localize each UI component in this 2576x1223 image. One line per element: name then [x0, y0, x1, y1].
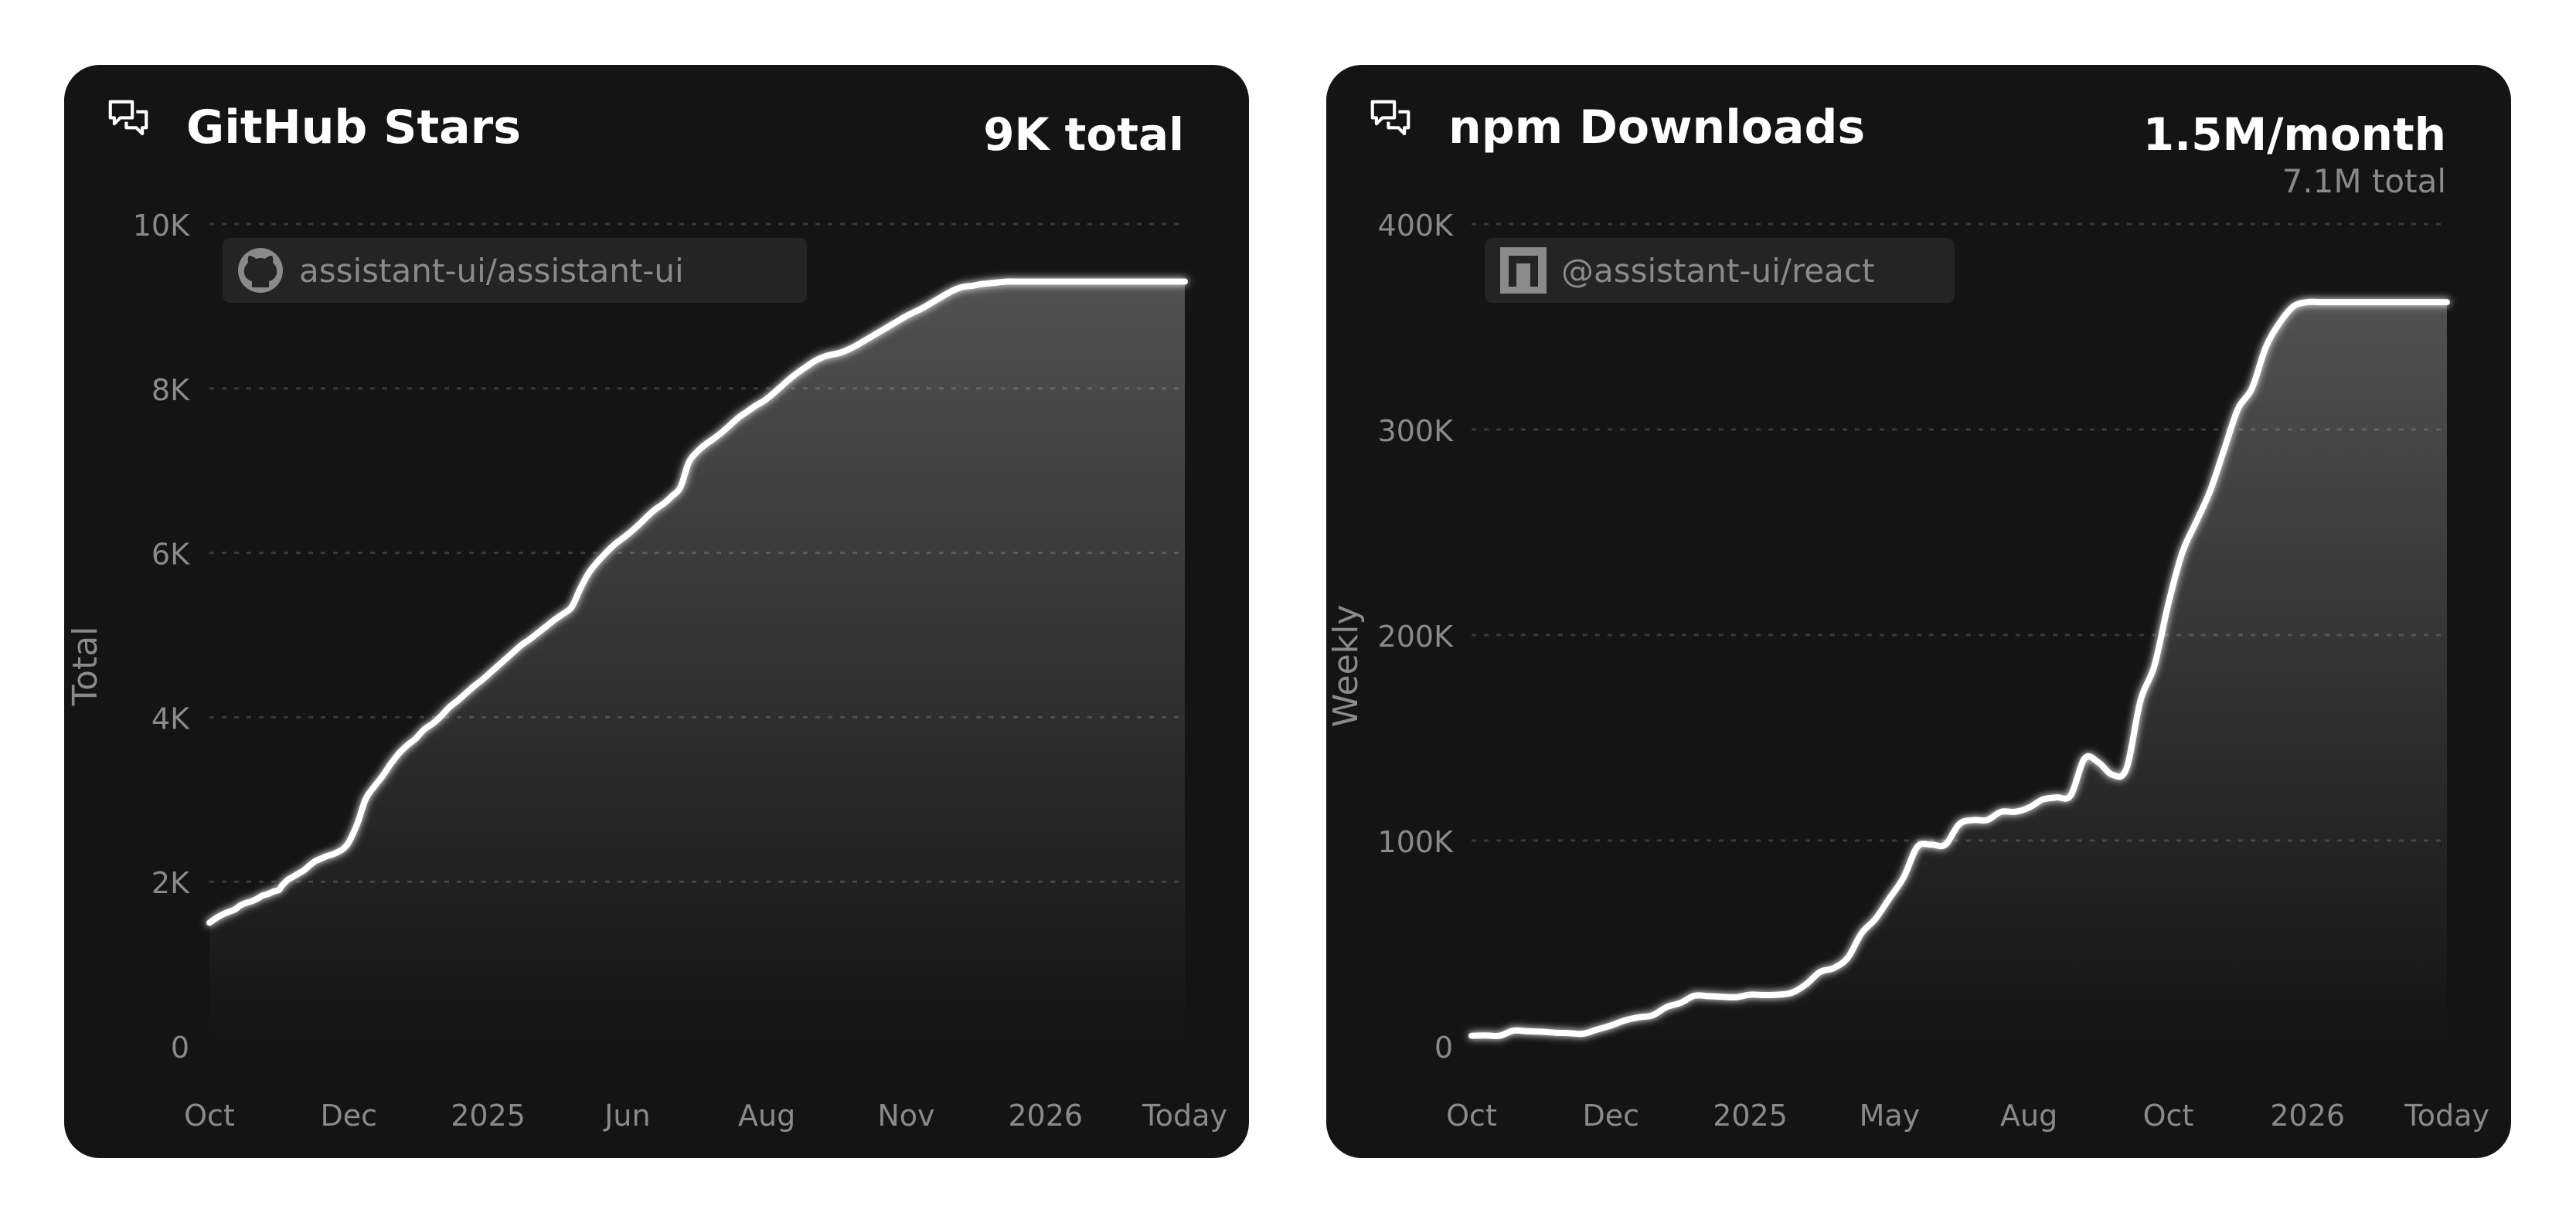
x-tick-label: 2025 — [1713, 1099, 1788, 1133]
card-title: GitHub Stars — [186, 100, 521, 155]
y-tick-label: 4K — [151, 702, 190, 735]
npm-downloads-card: npm Downloads 1.5M/month 7.1M total 0 100… — [1326, 65, 2511, 1158]
series-area — [1472, 301, 2447, 1046]
series-area — [209, 281, 1185, 1046]
monthly-stat: 1.5M/month — [2142, 108, 2446, 161]
github-icon — [238, 248, 283, 293]
x-tick-label: Oct — [2143, 1099, 2194, 1133]
x-tick-label: Oct — [184, 1099, 235, 1133]
legend-badge: assistant-ui/assistant-ui — [223, 238, 807, 303]
y-tick-label: 100K — [1378, 825, 1455, 859]
y-tick-label: 200K — [1378, 620, 1455, 654]
legend-label: assistant-ui/assistant-ui — [299, 252, 684, 290]
y-axis-label: Weekly — [1326, 605, 1366, 728]
x-tick-label: May — [1860, 1099, 1921, 1133]
npm-icon — [1500, 247, 1547, 294]
x-tick-label: Oct — [1446, 1099, 1497, 1133]
github-stars-card: GitHub Stars 9K total 0 2K 4K 6K 8K 10K Oct Dec… — [64, 65, 1249, 1158]
y-tick-label: 0 — [171, 1031, 189, 1065]
x-tick-label: Dec — [1583, 1099, 1640, 1133]
y-tick-label: 2K — [151, 866, 190, 900]
x-tick-label: Aug — [738, 1099, 795, 1133]
x-tick-label: Aug — [2000, 1099, 2057, 1133]
chat-bubbles-icon — [108, 100, 148, 136]
x-tick-label: Today — [1142, 1099, 1227, 1133]
y-tick-label: 300K — [1378, 414, 1455, 448]
series-line — [206, 278, 1188, 926]
legend-badge: @assistant-ui/react — [1485, 238, 1955, 303]
series-line — [1468, 298, 2450, 1040]
x-tick-label: Jun — [603, 1099, 650, 1133]
y-tick-label: 10K — [133, 209, 190, 243]
x-tick-label: 2025 — [451, 1099, 526, 1133]
x-tick-label: 2026 — [1008, 1099, 1083, 1133]
x-tick-label: Nov — [877, 1099, 934, 1133]
y-tick-label: 6K — [151, 538, 190, 572]
card-title: npm Downloads — [1448, 100, 1866, 155]
npm-downloads-chart: 0 100K 200K 300K 400K Oct Dec 2025 May Aug Oct 2026… — [1326, 209, 2489, 1133]
x-tick-label: 2026 — [2270, 1099, 2345, 1133]
github-stars-chart: 0 2K 4K 6K 8K 10K Oct Dec 2025 Jun Aug Nov 2026 Today… — [66, 209, 1227, 1133]
total-stat: 9K total — [983, 108, 1184, 161]
x-tick-label: Dec — [321, 1099, 378, 1133]
y-axis-label: Total — [66, 627, 105, 707]
y-tick-label: 0 — [1434, 1031, 1453, 1065]
total-stat: 7.1M total — [2282, 162, 2446, 200]
chat-bubbles-icon — [1370, 100, 1411, 136]
y-tick-label: 8K — [151, 373, 190, 407]
y-tick-label: 400K — [1378, 209, 1455, 243]
x-tick-label: Today — [2404, 1099, 2489, 1133]
legend-label: @assistant-ui/react — [1561, 252, 1874, 290]
